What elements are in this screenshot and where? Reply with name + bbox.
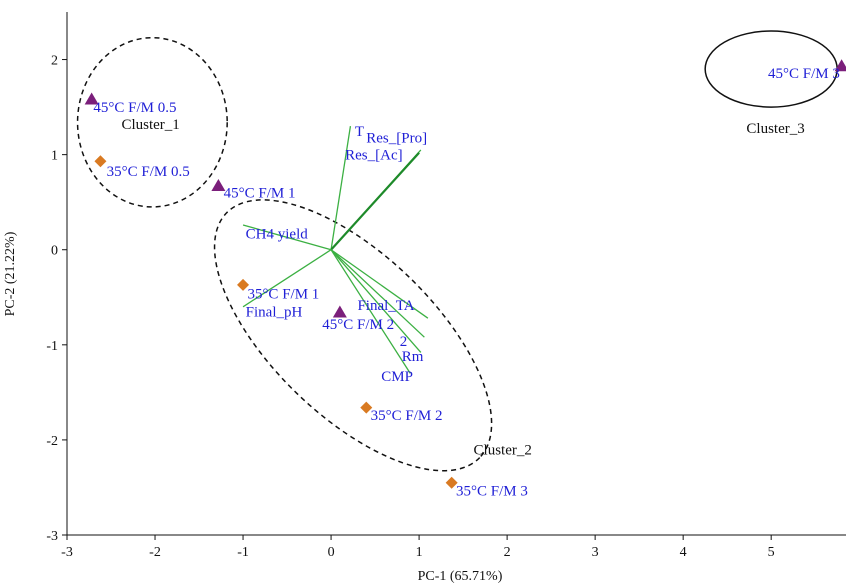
loading-vector (330, 249, 425, 338)
y-tick-label: -1 (46, 339, 58, 354)
score-point-triangle (84, 92, 99, 105)
y-tick-label: 1 (51, 149, 58, 164)
x-tick-label: -3 (61, 545, 73, 560)
loading-vector (242, 249, 332, 308)
cluster-label: Cluster_3 (746, 121, 804, 137)
loading-vector (330, 249, 422, 353)
y-axis-title: PC-2 (21.22%) (3, 231, 18, 316)
clusters (76, 30, 838, 472)
score-points (84, 59, 846, 489)
x-tick-label: 2 (504, 545, 511, 560)
score-label: 35°C F/M 1 (247, 286, 319, 302)
score-point-triangle (211, 179, 226, 192)
loading-vector (330, 249, 429, 319)
loading-label: Final_TA (357, 298, 414, 314)
score-label: 45°C F/M 2 (322, 317, 394, 333)
loading-label: 2 (400, 334, 408, 350)
loading-vector (330, 249, 411, 374)
cluster-label: Cluster_2 (474, 442, 532, 458)
x-tick-label: 0 (328, 545, 335, 560)
score-point-triangle (332, 305, 347, 318)
score-point-diamond (445, 476, 458, 489)
labels: Cluster_1 Cluster_2 Cluster_3 T Res_[Pro]Res… (93, 66, 839, 499)
loading-label: CH4 yield (246, 227, 309, 243)
cluster-label: Cluster_1 (121, 117, 179, 133)
x-tick-label: 5 (768, 545, 775, 560)
axes: -3 -2 -1 0 1 2 3 4 5 -3 -2 -1 0 1 2 (46, 12, 846, 560)
score-point-diamond (237, 278, 250, 291)
y-tick-label: 0 (51, 244, 58, 259)
score-point-triangle (834, 59, 846, 72)
score-label: 45°C F/M 1 (224, 186, 296, 202)
x-tick-label: 3 (592, 545, 599, 560)
loading-label: Final_pH (246, 305, 303, 321)
loading-vector (242, 224, 332, 251)
x-tick-label: -2 (149, 545, 161, 560)
loading-vector (330, 151, 420, 251)
loading-label: Rm (402, 349, 424, 365)
x-tick-label: 1 (416, 545, 423, 560)
loading-label: Res_[Pro] (366, 131, 427, 147)
cluster-ellipse (76, 36, 228, 208)
score-point-diamond (360, 401, 373, 414)
score-label: 35°C F/M 3 (456, 483, 528, 499)
y-tick-label: 2 (51, 54, 58, 69)
score-label: 45°C F/M 0.5 (93, 100, 176, 116)
loading-label: CMP (381, 369, 413, 385)
x-axis-title: PC-1 (65.71%) (418, 569, 503, 584)
loading-vector (330, 126, 352, 250)
score-label: 45°C F/M 3 (768, 66, 840, 82)
x-tick-label: 4 (680, 545, 687, 560)
score-label: 35°C F/M 0.5 (107, 164, 190, 180)
loading-vectors (242, 126, 429, 374)
x-tick-label: -1 (237, 545, 249, 560)
loading-label: Res_[Ac] (345, 148, 402, 164)
y-tick-label: -2 (46, 434, 58, 449)
loading-label: T (355, 124, 364, 140)
score-label: 35°C F/M 2 (371, 408, 443, 424)
cluster-ellipse (213, 199, 493, 472)
y-tick-label: -3 (46, 529, 58, 544)
score-point-diamond (94, 155, 107, 168)
